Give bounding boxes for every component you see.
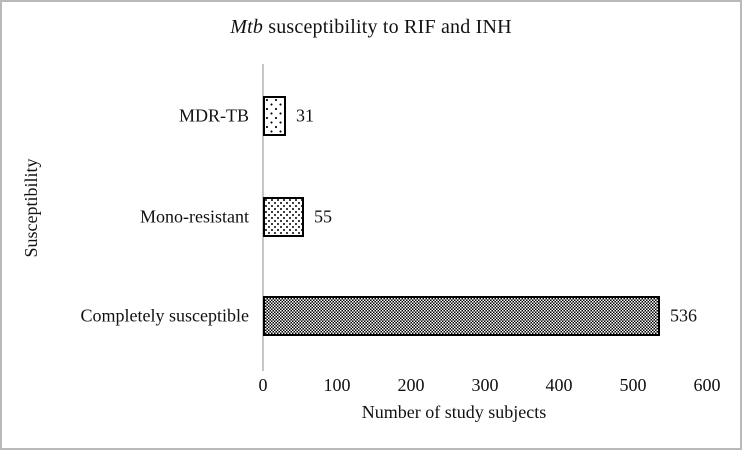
value-label-mdr-tb: 31	[296, 105, 314, 126]
bar-row-mdr-tb: MDR-TB 31	[2, 96, 740, 136]
x-tick-100: 100	[323, 375, 351, 395]
bar-completely-susceptible	[263, 296, 660, 336]
value-label-completely-susceptible: 536	[670, 305, 697, 326]
category-label-mono-resistant: Mono-resistant	[140, 206, 249, 227]
bar-row-completely-susceptible: Completely susceptible 536	[2, 296, 740, 336]
x-tick-300: 300	[471, 375, 499, 395]
x-tick-400: 400	[545, 375, 573, 395]
x-tick-500: 500	[619, 375, 647, 395]
category-label-completely-susceptible: Completely susceptible	[80, 305, 249, 326]
x-tick-0: 0	[258, 375, 268, 395]
chart-title-rest: susceptibility to RIF and INH	[263, 16, 512, 38]
bar-mdr-tb	[263, 96, 286, 136]
chart-title-italic: Mtb	[230, 16, 264, 38]
x-tick-200: 200	[397, 375, 425, 395]
x-tick-600: 600	[693, 375, 721, 395]
value-label-mono-resistant: 55	[314, 206, 332, 227]
bar-mono-resistant	[263, 197, 304, 237]
bar-row-mono-resistant: Mono-resistant 55	[2, 197, 740, 237]
category-label-mdr-tb: MDR-TB	[178, 105, 249, 126]
chart-title: Mtb susceptibility to RIF and INH	[2, 16, 740, 39]
x-axis-title: Number of study subjects	[361, 402, 547, 422]
